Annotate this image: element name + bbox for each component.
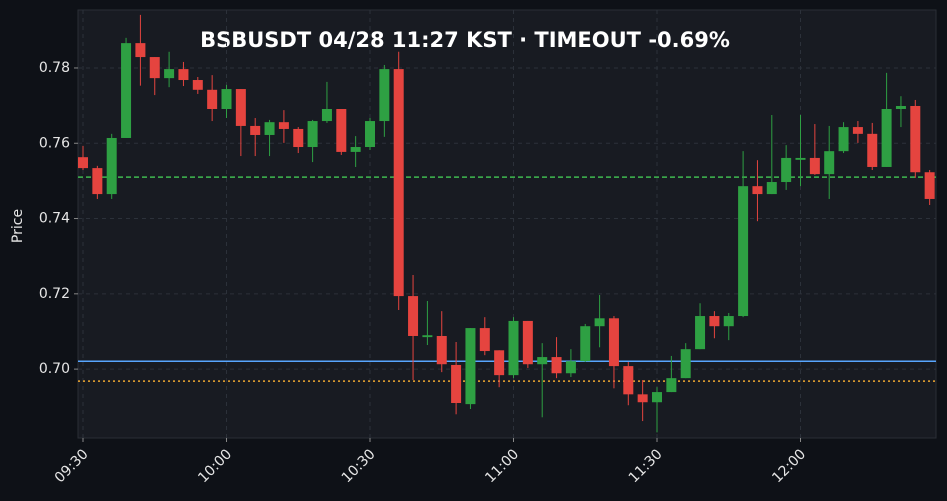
candle-body <box>594 318 605 327</box>
candle-body <box>250 125 261 135</box>
candle-body <box>192 80 203 90</box>
x-tick-label: 11:00 <box>482 446 522 486</box>
candle-body <box>709 316 720 327</box>
candle-body <box>78 157 88 169</box>
candle-body <box>766 182 777 195</box>
y-tick-label: 0.78 <box>39 60 70 76</box>
candle-body <box>623 366 634 395</box>
candle-body <box>852 127 863 134</box>
y-axis-label: Price <box>10 209 26 243</box>
candle-body <box>738 186 749 317</box>
x-tick-label: 11:30 <box>626 446 666 486</box>
candle-body <box>92 168 103 195</box>
candle-body <box>881 109 892 167</box>
candle-body <box>379 69 390 122</box>
candle-body <box>551 357 562 374</box>
candle-body <box>824 151 835 175</box>
candle-body <box>695 316 706 350</box>
candle-body <box>393 69 404 297</box>
y-tick-label: 0.76 <box>39 135 70 151</box>
candle-body <box>293 128 304 148</box>
candle-body <box>910 105 921 173</box>
candle-body <box>207 89 218 110</box>
candle-body <box>781 157 792 183</box>
candle-body <box>451 364 462 403</box>
chart-title: BSBUSDT 04/28 11:27 KST · TIMEOUT -0.69% <box>200 28 730 52</box>
candle-body <box>321 109 332 122</box>
y-tick-label: 0.72 <box>39 286 70 302</box>
candle-body <box>522 320 533 365</box>
candle-body <box>680 349 691 379</box>
candle-body <box>580 326 591 362</box>
candle-body <box>164 69 175 79</box>
candle-body <box>652 392 662 403</box>
candle-body <box>336 109 347 152</box>
candle-body <box>307 121 318 148</box>
candle-body <box>637 394 648 403</box>
candle-body <box>895 105 906 110</box>
candle-body <box>121 43 132 138</box>
candle-body <box>494 350 505 376</box>
candle-body <box>422 335 433 338</box>
candle-body <box>723 316 734 327</box>
candle-body <box>838 127 849 152</box>
candle-body <box>235 89 246 126</box>
candle-body <box>408 296 419 336</box>
candle-body <box>350 147 361 152</box>
candle-body <box>465 328 476 405</box>
candle-body <box>178 69 189 81</box>
candle-body <box>666 378 677 393</box>
candle-body <box>436 335 447 365</box>
candle-body <box>924 172 935 199</box>
x-tick-label: 10:30 <box>339 446 379 486</box>
candle-body <box>221 89 232 110</box>
candle-body <box>365 121 375 148</box>
candle-body <box>479 328 490 352</box>
candle-body <box>537 357 548 365</box>
candle-body <box>508 320 519 376</box>
x-tick-label: 10:00 <box>195 446 235 486</box>
candle-body <box>135 43 146 58</box>
candle-body <box>608 318 619 367</box>
candle-body <box>795 157 806 160</box>
candle-body <box>278 122 289 129</box>
candle-body <box>149 57 160 79</box>
x-tick-label: 12:00 <box>769 446 809 486</box>
candle-body <box>867 133 878 167</box>
candle-body <box>106 137 117 195</box>
candle-body <box>752 186 763 195</box>
candle-body <box>565 361 576 374</box>
y-tick-label: 0.74 <box>39 211 70 227</box>
candle-body <box>809 157 820 175</box>
candle-body <box>264 122 275 135</box>
x-tick-label: 09:30 <box>52 446 92 486</box>
plot-area <box>77 9 937 439</box>
y-tick-label: 0.70 <box>39 361 70 377</box>
